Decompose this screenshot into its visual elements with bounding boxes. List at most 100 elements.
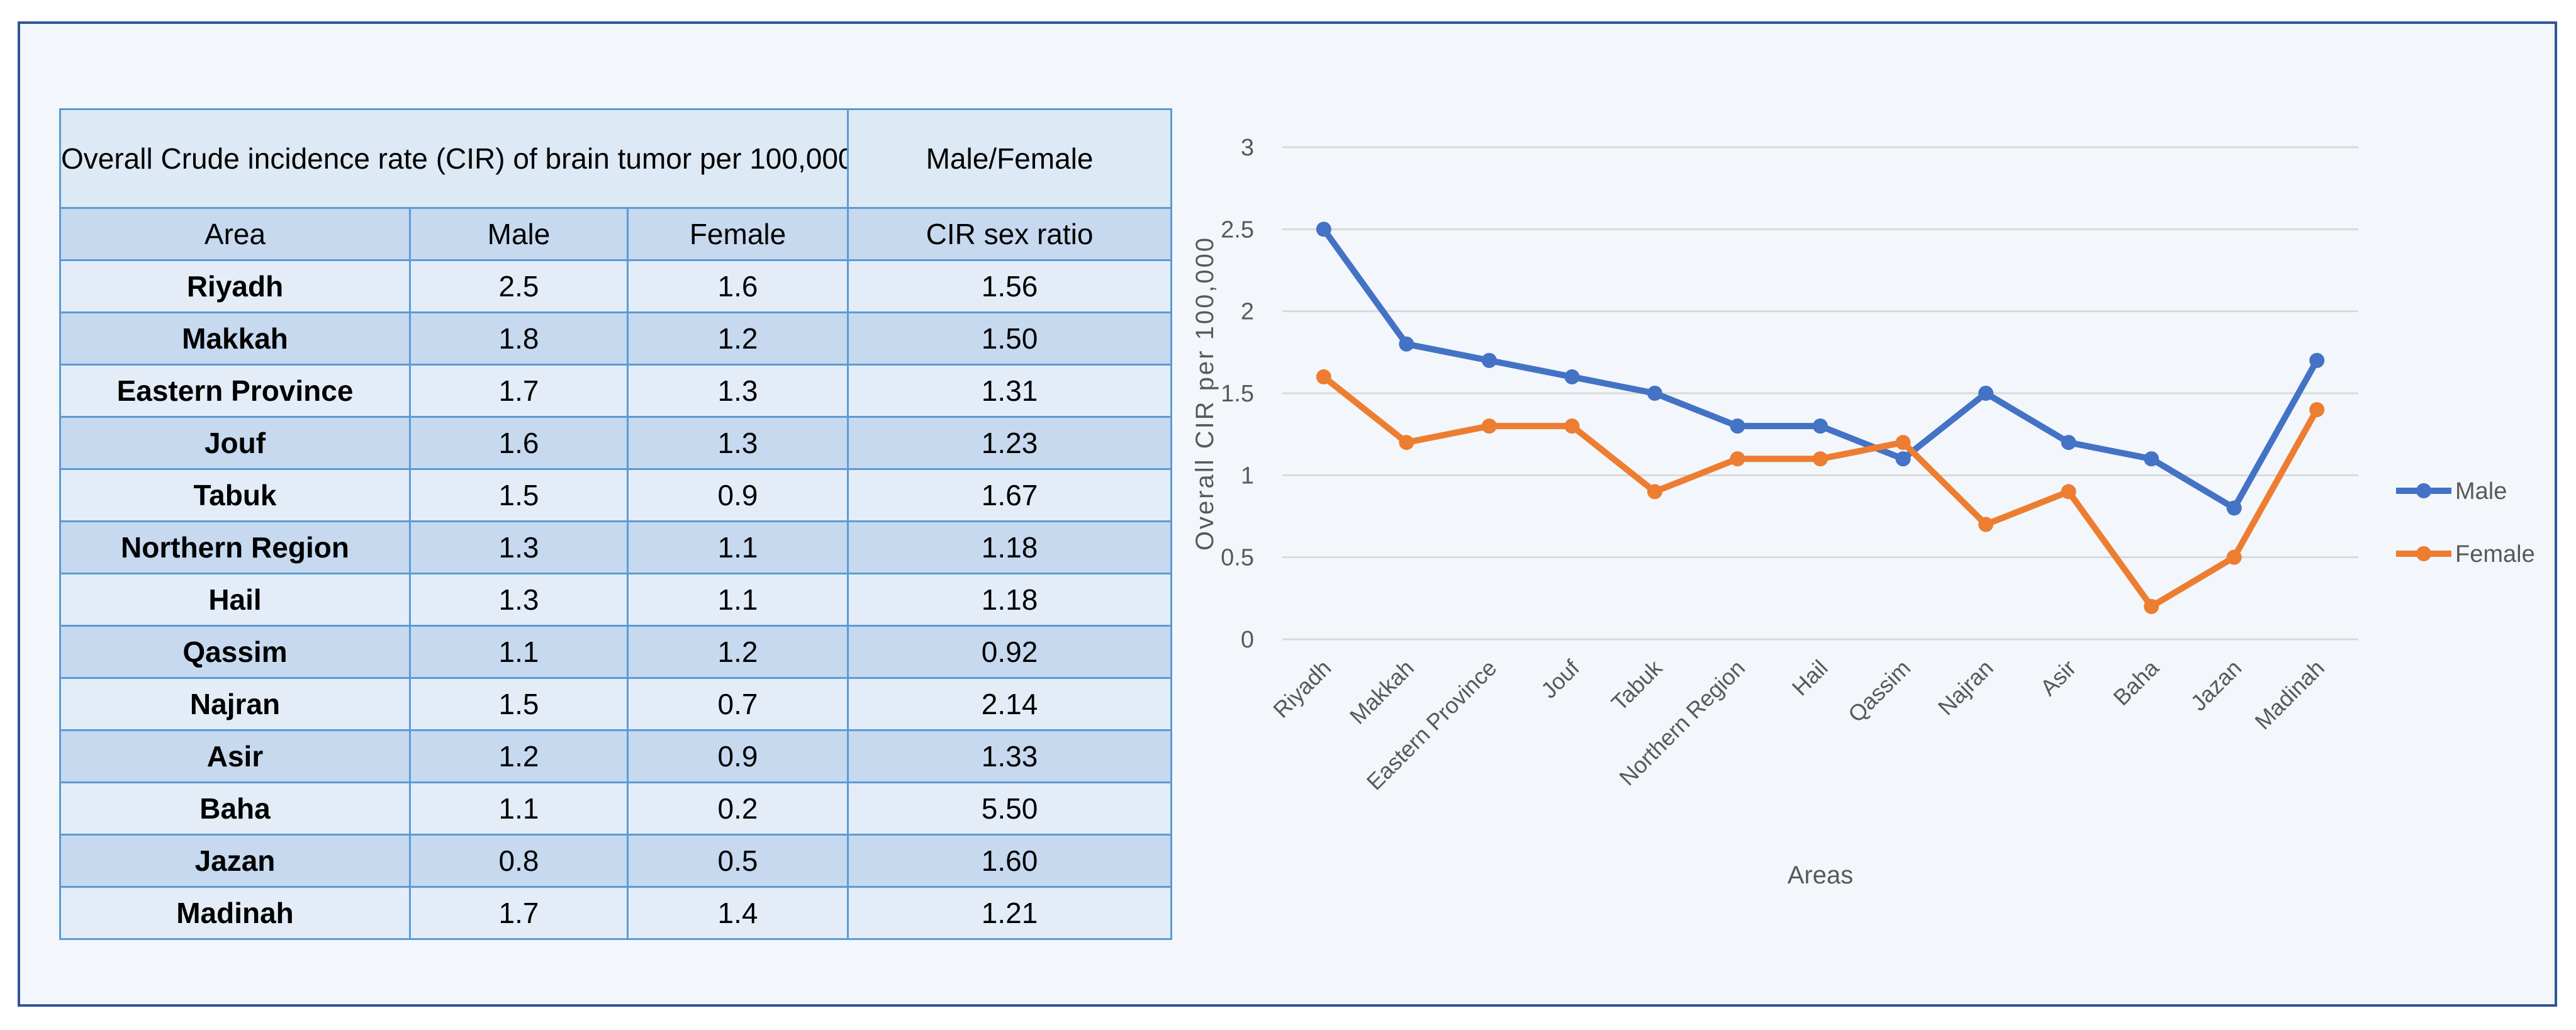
data-point-male <box>1647 386 1662 401</box>
cell-male: 1.7 <box>409 364 629 418</box>
x-tick-label: Jouf <box>1536 654 1585 703</box>
cell-ratio: 5.50 <box>847 781 1173 836</box>
y-tick-label: 0 <box>1241 627 1254 653</box>
x-tick-label: Jazan <box>2185 655 2246 716</box>
cell-male: 1.8 <box>409 311 629 366</box>
data-point-female <box>2226 549 2242 565</box>
table-row: Northern Region 1.3 1.1 1.18 <box>59 520 1173 574</box>
cell-ratio: 1.60 <box>847 834 1173 888</box>
cell-area: Tabuk <box>59 468 411 522</box>
x-tick-label: Hail <box>1787 655 1833 701</box>
data-point-male <box>1316 221 1331 237</box>
data-point-male <box>2309 352 2325 368</box>
data-point-male <box>1813 418 1828 434</box>
cir-table: Overall Crude incidence rate (CIR) of br… <box>59 108 1173 940</box>
cell-area: Riyadh <box>59 259 411 313</box>
cell-female: 1.1 <box>626 573 849 627</box>
cell-female: 0.2 <box>626 781 849 836</box>
cell-ratio: 2.14 <box>847 677 1173 731</box>
cell-area: Northern Region <box>59 520 411 574</box>
data-point-male <box>1399 336 1414 352</box>
data-point-male <box>1978 386 1994 401</box>
cell-ratio: 1.18 <box>847 520 1173 574</box>
data-point-female <box>2309 402 2325 418</box>
column-header-area: Area <box>59 207 411 261</box>
legend-marker-male <box>2416 483 2431 498</box>
y-tick-label: 1 <box>1241 462 1254 489</box>
cell-male: 1.5 <box>409 677 629 731</box>
cell-area: Jouf <box>59 416 411 470</box>
data-point-female <box>1813 451 1828 467</box>
y-tick-label: 2 <box>1241 299 1254 325</box>
data-point-female <box>1730 451 1745 467</box>
cell-ratio: 1.56 <box>847 259 1173 313</box>
table-row: Makkah 1.8 1.2 1.50 <box>59 311 1173 366</box>
column-header-male: Male <box>409 207 629 261</box>
table-row: Hail 1.3 1.1 1.18 <box>59 573 1173 627</box>
cell-female: 1.6 <box>626 259 849 313</box>
cell-ratio: 1.67 <box>847 468 1173 522</box>
x-tick-label: Asir <box>2035 655 2081 701</box>
data-point-female <box>2144 598 2159 614</box>
column-header-ratio: CIR sex ratio <box>847 207 1173 261</box>
cell-female: 0.5 <box>626 834 849 888</box>
table-row: Eastern Province 1.7 1.3 1.31 <box>59 364 1173 418</box>
data-point-female <box>1647 484 1662 500</box>
cell-area: Makkah <box>59 311 411 366</box>
data-point-female <box>1316 369 1331 384</box>
cell-male: 1.5 <box>409 468 629 522</box>
x-tick-label: Qassim <box>1843 655 1915 727</box>
cell-male: 1.1 <box>409 781 629 836</box>
table-row: Qassim 1.1 1.2 0.92 <box>59 625 1173 679</box>
cell-ratio: 1.31 <box>847 364 1173 418</box>
table-title: Overall Crude incidence rate (CIR) of br… <box>59 108 849 209</box>
cell-male: 1.1 <box>409 625 629 679</box>
data-point-male <box>1564 369 1580 384</box>
cell-male: 1.3 <box>409 573 629 627</box>
y-tick-label: 2.5 <box>1221 216 1254 243</box>
data-point-female <box>1895 435 1911 451</box>
cell-area: Eastern Province <box>59 364 411 418</box>
cell-male: 1.3 <box>409 520 629 574</box>
legend-label-female: Female <box>2455 541 2535 568</box>
cell-male: 1.2 <box>409 729 629 783</box>
data-point-male <box>1895 451 1911 467</box>
x-axis-title: Areas <box>1788 861 1854 889</box>
cell-female: 1.3 <box>626 364 849 418</box>
cell-female: 1.1 <box>626 520 849 574</box>
table-row: Tabuk 1.5 0.9 1.67 <box>59 468 1173 522</box>
table-row: Najran 1.5 0.7 2.14 <box>59 677 1173 731</box>
cell-female: 1.4 <box>626 886 849 940</box>
cell-male: 1.6 <box>409 416 629 470</box>
column-header-female: Female <box>626 207 849 261</box>
cell-ratio: 1.33 <box>847 729 1173 783</box>
y-tick-label: 1.5 <box>1221 381 1254 407</box>
x-tick-label: Najran <box>1933 655 1998 720</box>
cell-area: Najran <box>59 677 411 731</box>
series-line-female <box>1320 373 2321 610</box>
cell-female: 1.2 <box>626 311 849 366</box>
cell-female: 0.9 <box>626 468 849 522</box>
y-tick-label: 3 <box>1241 135 1254 161</box>
cell-area: Baha <box>59 781 411 836</box>
cell-ratio: 1.50 <box>847 311 1173 366</box>
x-tick-label: Madinah <box>2249 655 2329 735</box>
data-point-female <box>2061 484 2076 500</box>
cell-ratio: 1.21 <box>847 886 1173 940</box>
data-point-female <box>1399 435 1414 451</box>
cell-area: Madinah <box>59 886 411 940</box>
data-point-female <box>1564 418 1580 434</box>
table-row: Baha 1.1 0.2 5.50 <box>59 781 1173 836</box>
data-point-male <box>1730 418 1745 434</box>
cell-area: Hail <box>59 573 411 627</box>
cell-female: 1.3 <box>626 416 849 470</box>
cell-female: 1.2 <box>626 625 849 679</box>
cell-area: Asir <box>59 729 411 783</box>
data-point-female <box>1481 418 1497 434</box>
legend-marker-female <box>2416 546 2431 561</box>
table-row: Jouf 1.6 1.3 1.23 <box>59 416 1173 470</box>
cell-male: 1.7 <box>409 886 629 940</box>
data-point-male <box>2226 500 2242 516</box>
cell-male: 2.5 <box>409 259 629 313</box>
